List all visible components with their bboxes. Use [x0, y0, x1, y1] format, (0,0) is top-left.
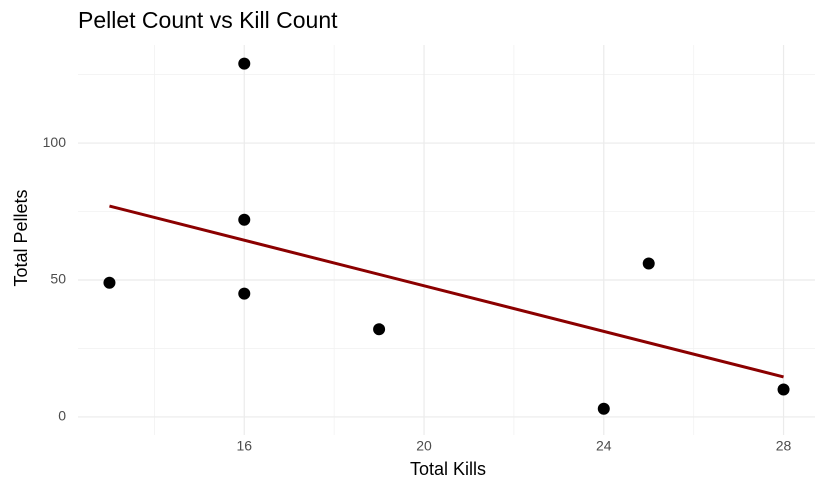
trend-line: [109, 204, 784, 379]
point: [238, 213, 251, 226]
y-tick-label: 100: [43, 134, 67, 150]
chart-title: Pellet Count vs Kill Count: [78, 7, 338, 33]
point: [597, 402, 610, 415]
point: [642, 257, 655, 270]
x-tick-label: 24: [596, 438, 612, 454]
point: [238, 57, 251, 70]
point: [103, 276, 116, 289]
point: [373, 323, 386, 336]
point: [777, 383, 790, 396]
point: [238, 287, 251, 300]
x-axis-title: Total Kills: [410, 459, 486, 479]
x-tick-label: 20: [416, 438, 432, 454]
y-tick-label: 0: [58, 408, 66, 424]
x-tick-label: 16: [236, 438, 252, 454]
x-tick-label: 28: [776, 438, 792, 454]
y-axis-title: Total Pellets: [11, 189, 31, 286]
y-tick-label: 50: [50, 271, 66, 287]
